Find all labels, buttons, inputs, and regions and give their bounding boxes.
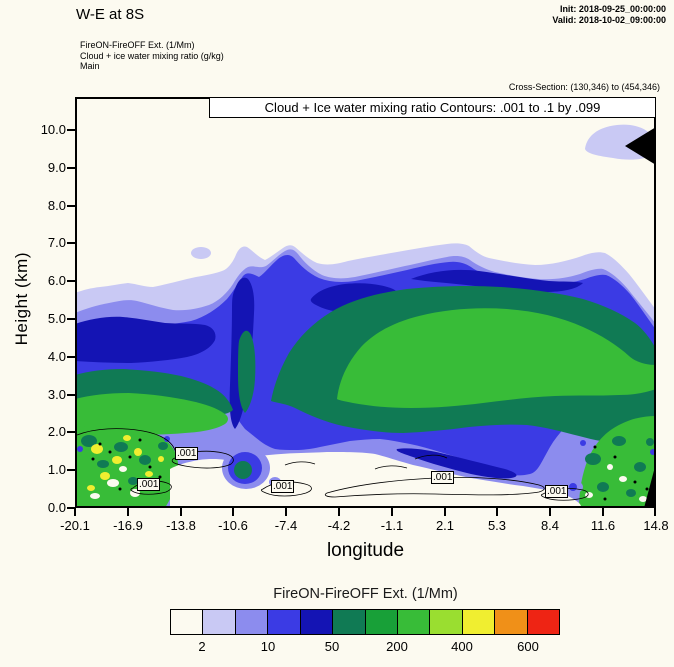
y-tick-mark [67, 242, 75, 244]
y-tick-mark [67, 394, 75, 396]
x-tick-label: -20.1 [60, 518, 90, 533]
colorbar-cell [202, 609, 236, 635]
y-tick-label: 3.0 [47, 387, 66, 402]
contour-fill-lavender-small-blob [191, 247, 211, 259]
x-tick-label: 8.4 [540, 518, 560, 533]
contour-label: .001 [137, 478, 161, 491]
colorbar-tick-label: 50 [324, 639, 340, 654]
colorbar-cell [396, 609, 431, 635]
black-wedge-upper-right [625, 127, 656, 165]
x-tick-label: 14.8 [643, 518, 669, 533]
subtitle-line-3: Main [80, 61, 100, 71]
x-tick-mark [180, 508, 182, 516]
colorbar-tick-label: 600 [517, 639, 539, 654]
colorbar-cell [429, 609, 463, 635]
y-tick-mark [67, 431, 75, 433]
mottle-texture-southwest [77, 435, 170, 499]
dark-blue-west-band [75, 316, 216, 363]
page-title: W-E at 8S [76, 6, 145, 23]
init-time-label: Init: 2018-09-25_00:00:00 [559, 4, 666, 14]
colorbar-tick-label: 400 [451, 639, 473, 654]
y-tick-label: 2.0 [47, 424, 66, 439]
y-tick-mark [67, 469, 75, 471]
contour-info-box: Cloud + Ice water mixing ratio Contours:… [209, 97, 656, 118]
run-times: Init: 2018-09-25_00:00:00 Valid: 2018-10… [552, 4, 666, 26]
teal-column [238, 330, 256, 413]
colorbar-cell [299, 609, 334, 635]
x-tick-label: 2.1 [435, 518, 455, 533]
y-tick-label: 6.0 [47, 273, 66, 288]
subtitle-line-1: FireON-FireOFF Ext. (1/Mm) [80, 40, 195, 50]
y-tick-mark [67, 318, 75, 320]
contour-label: .001 [175, 447, 199, 460]
colorbar-cell [364, 609, 398, 635]
contour-label: .001 [431, 471, 455, 484]
x-tick-label: -13.8 [166, 518, 196, 533]
y-tick-label: 10.0 [40, 122, 66, 137]
colorbar-cell [234, 609, 269, 635]
y-tick-label: 0.0 [47, 500, 66, 515]
mottle-texture-southeast [567, 436, 656, 502]
y-tick-label: 4.0 [47, 349, 66, 364]
valid-time-label: Valid: 2018-10-02_09:00:00 [552, 15, 666, 25]
x-tick-label: -7.4 [274, 518, 298, 533]
x-tick-mark [338, 508, 340, 516]
x-tick-mark [444, 508, 446, 516]
y-tick-label: 9.0 [47, 160, 66, 175]
y-tick-label: 5.0 [47, 311, 66, 326]
colorbar-tick-label: 2 [198, 639, 206, 654]
colorbar-cell [170, 609, 204, 635]
colorbar-cell [332, 609, 366, 635]
x-tick-mark [74, 508, 76, 516]
contour-label: .001 [271, 480, 295, 493]
x-tick-label: -16.9 [113, 518, 143, 533]
patch-teal [234, 461, 252, 479]
black-wedge-lower-right [644, 463, 656, 508]
y-tick-label: 1.0 [47, 462, 66, 477]
green-central-max [337, 308, 656, 408]
x-axis-title: longitude [326, 540, 405, 561]
x-tick-mark [232, 508, 234, 516]
x-tick-label: -10.6 [218, 518, 248, 533]
x-tick-mark [602, 508, 604, 516]
colorbar-cell [526, 609, 561, 635]
y-axis-title: Height (km) [12, 252, 31, 346]
colorbar-title: FireON-FireOFF Ext. (1/Mm) [273, 586, 458, 602]
green-west-band [75, 393, 228, 435]
x-tick-mark [285, 508, 287, 516]
contour-plot-canvas [75, 97, 656, 508]
plot-subtitles: FireON-FireOFF Ext. (1/Mm) Cloud + ice w… [80, 40, 224, 72]
colorbar-cell [494, 609, 528, 635]
y-tick-label: 7.0 [47, 235, 66, 250]
plot-area: Cloud + Ice water mixing ratio Contours:… [75, 97, 656, 508]
x-tick-mark [391, 508, 393, 516]
colorbar-cell [461, 609, 496, 635]
colorbar [170, 609, 561, 635]
x-tick-label: 11.6 [590, 518, 616, 533]
y-tick-mark [67, 167, 75, 169]
cross-section-label: Cross-Section: (130,346) to (454,346) [508, 82, 660, 92]
y-tick-mark [67, 280, 75, 282]
x-tick-label: 5.3 [487, 518, 507, 533]
surface-clear-gap [170, 452, 582, 508]
x-tick-mark [127, 508, 129, 516]
dark-blue-thin-top-band [411, 269, 583, 292]
y-tick-label: 8.0 [47, 198, 66, 213]
y-tick-mark [67, 129, 75, 131]
colorbar-tick-label: 10 [260, 639, 276, 654]
y-tick-mark [67, 205, 75, 207]
x-tick-mark [496, 508, 498, 516]
subtitle-line-2: Cloud + ice water mixing ratio (g/kg) [80, 50, 224, 61]
x-tick-label: -1.1 [380, 518, 404, 533]
x-tick-mark [654, 508, 656, 516]
contour-label: .001 [545, 485, 569, 498]
colorbar-cell [267, 609, 301, 635]
y-tick-mark [67, 356, 75, 358]
y-tick-mark [67, 507, 75, 509]
low-level-cloud-patch [222, 447, 281, 489]
colorbar-tick-label: 200 [386, 639, 408, 654]
x-tick-mark [549, 508, 551, 516]
x-tick-label: -4.2 [327, 518, 351, 533]
